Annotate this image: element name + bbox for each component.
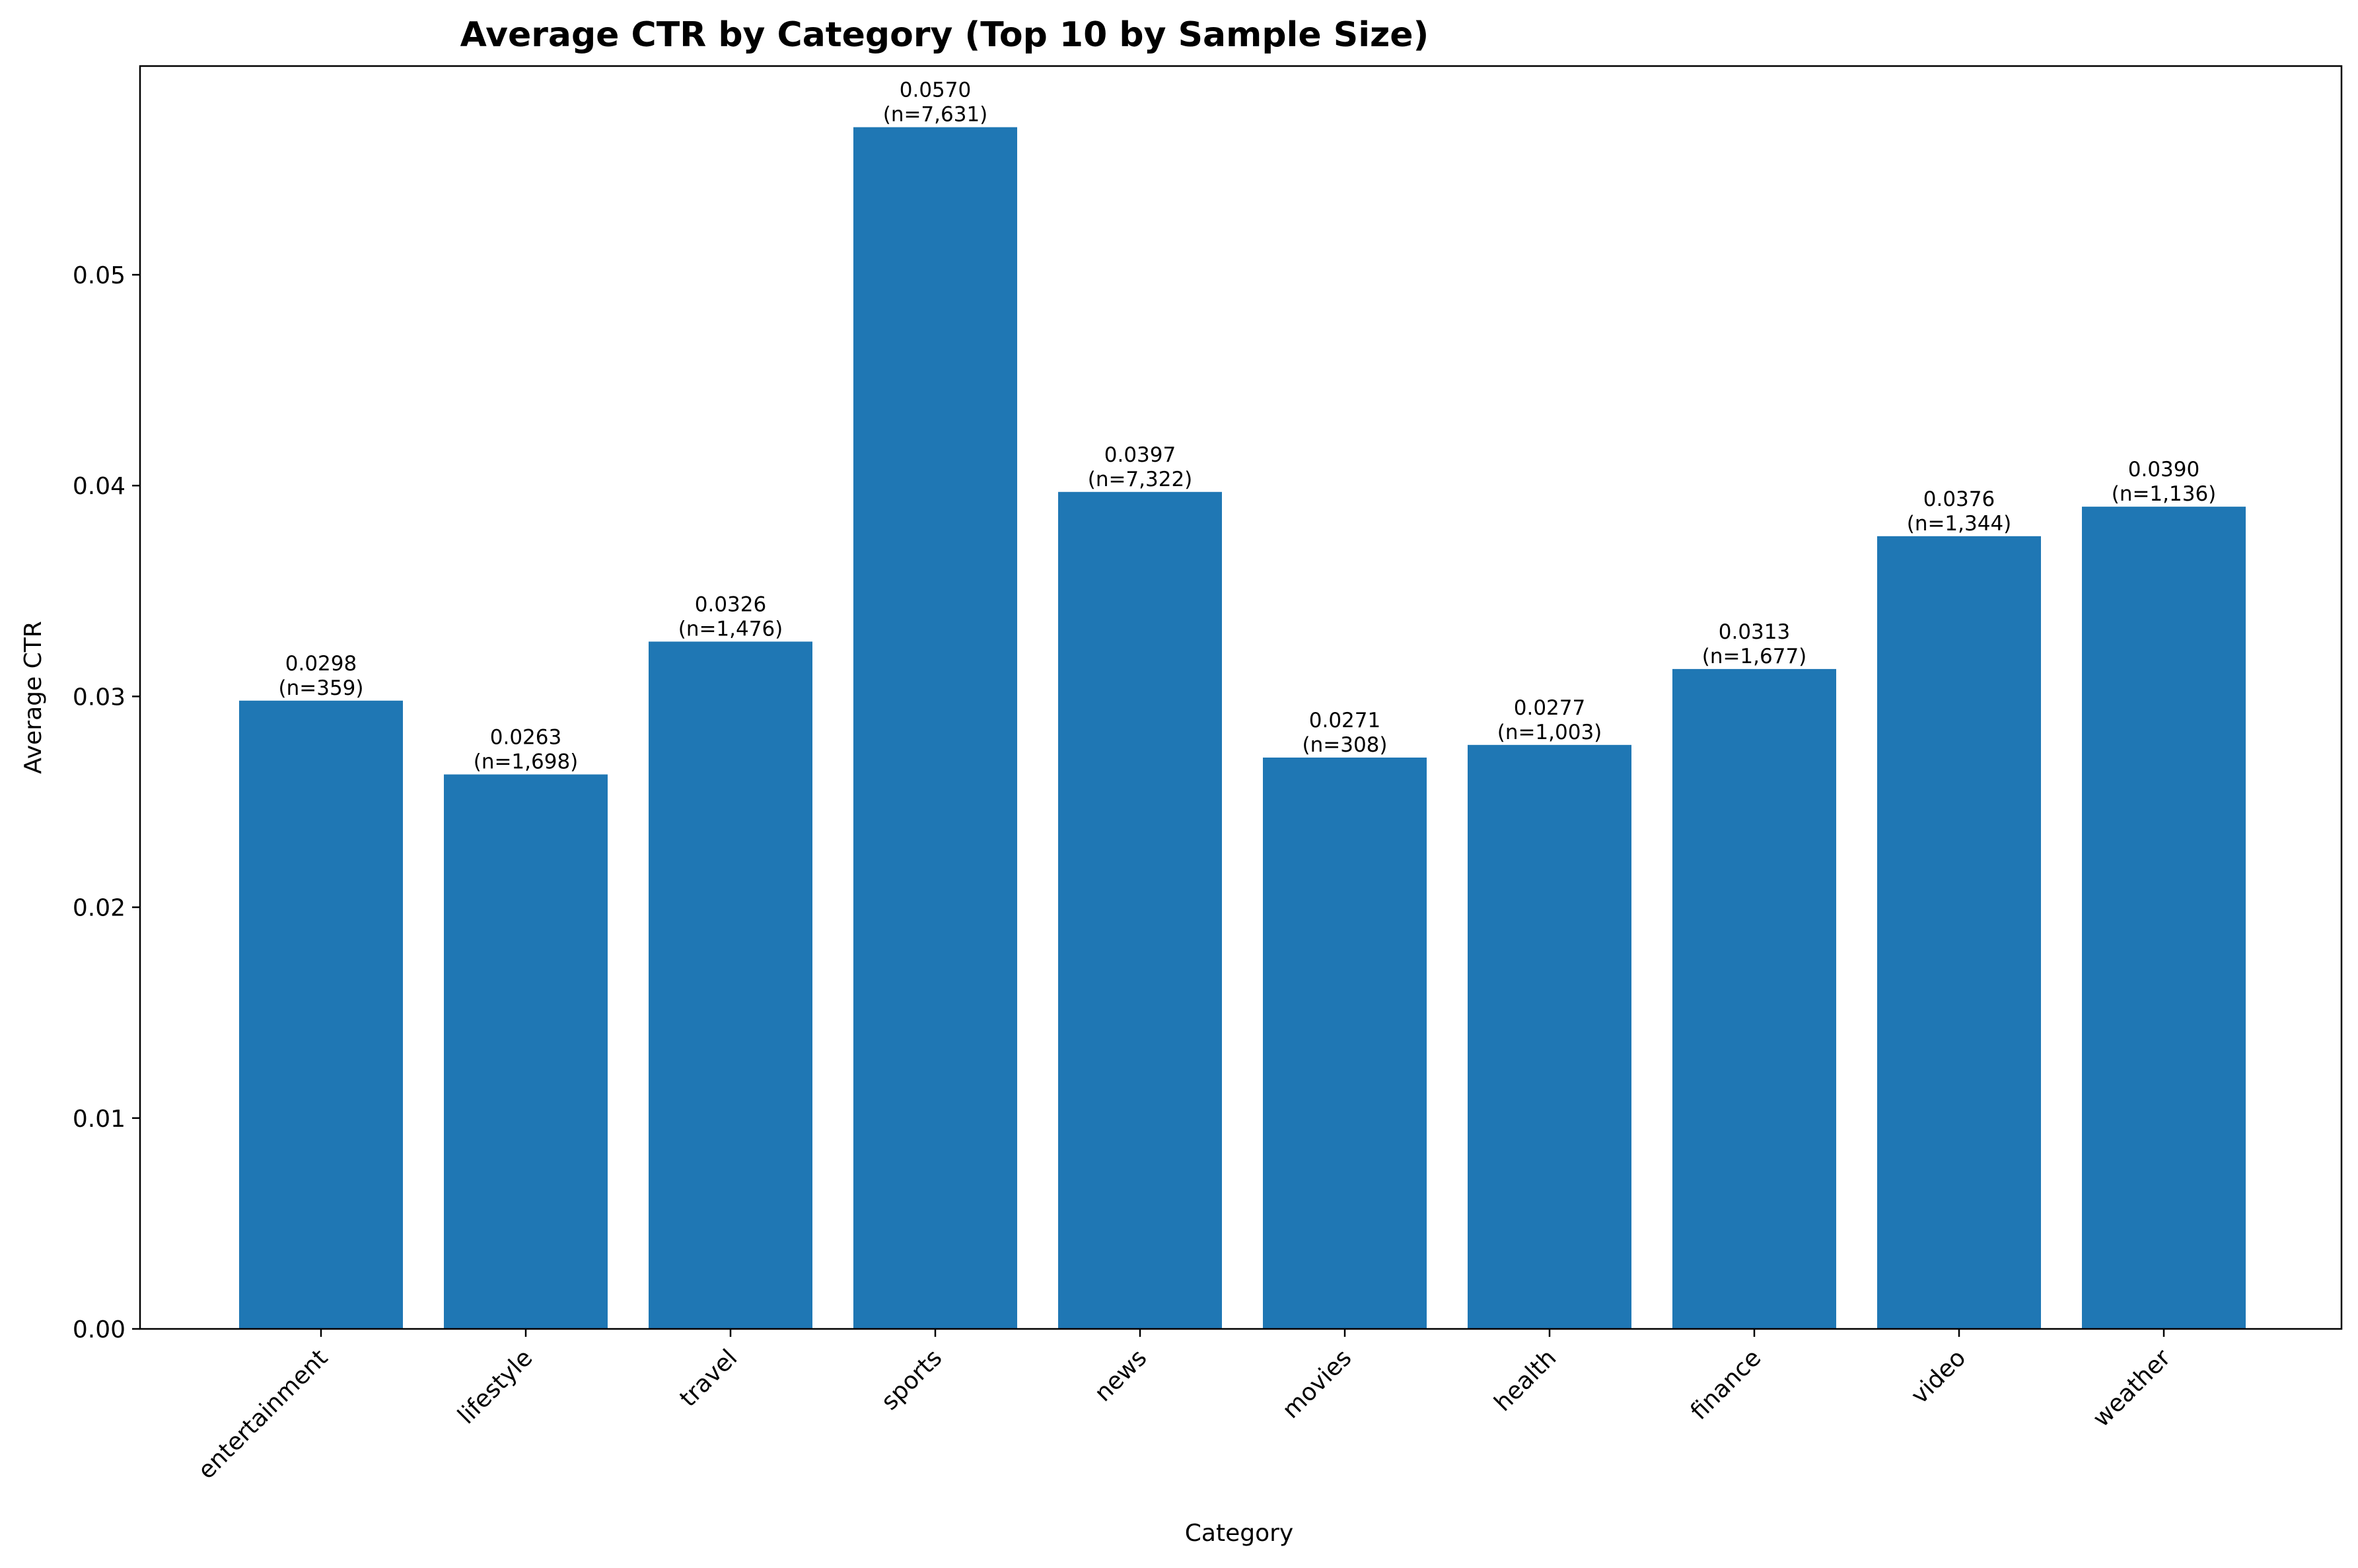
bar-value-label: 0.0313 [1719, 620, 1790, 644]
bar-entertainment [239, 700, 403, 1329]
y-tick-label: 0.00 [73, 1316, 125, 1343]
bar-news [1058, 491, 1222, 1330]
y-tick-label: 0.01 [73, 1106, 125, 1133]
bar-value-label: 0.0376 [1923, 487, 1995, 511]
bar-weather [2082, 507, 2246, 1329]
bar-sample-label: (n=308) [1303, 733, 1388, 757]
bar-value-label: 0.0271 [1309, 709, 1380, 732]
bar-value-label: 0.0390 [2128, 458, 2199, 481]
y-tick-label: 0.02 [73, 895, 125, 922]
x-axis-label: Category [1185, 1520, 1293, 1547]
bar-travel [649, 641, 812, 1329]
bar-sample-label: (n=359) [279, 676, 364, 700]
bar-lifestyle [444, 774, 608, 1329]
plot-area: 0.0298(n=359)entertainment0.0263(n=1,698… [73, 65, 2343, 1485]
y-axis-label: Average CTR [20, 621, 47, 773]
y-tick-label: 0.04 [73, 473, 125, 500]
bar-sports [853, 127, 1017, 1329]
bar-sample-label: (n=7,322) [1088, 468, 1193, 491]
bar-sample-label: (n=7,631) [883, 103, 988, 127]
plot-frame [139, 65, 2343, 1330]
y-tick-label: 0.05 [73, 262, 125, 289]
bar-video [1877, 536, 2041, 1330]
bar-health [1468, 744, 1631, 1329]
bar-value-label: 0.0277 [1514, 696, 1585, 720]
bar-value-label: 0.0397 [1104, 443, 1176, 467]
bar-sample-label: (n=1,476) [678, 617, 783, 641]
bar-value-label: 0.0263 [490, 726, 561, 750]
bar-finance [1672, 668, 1836, 1329]
bar-value-label: 0.0326 [695, 592, 766, 616]
bar-sample-label: (n=1,344) [1907, 512, 2012, 536]
bar-sample-label: (n=1,677) [1702, 645, 1807, 668]
y-tick-label: 0.03 [73, 684, 125, 711]
chart-title: Average CTR by Category (Top 10 by Sampl… [460, 15, 1429, 55]
bar-value-label: 0.0298 [285, 652, 357, 676]
bar-movies [1263, 757, 1427, 1329]
bar-sample-label: (n=1,003) [1497, 721, 1602, 744]
bar-value-label: 0.0570 [900, 79, 971, 102]
bar-sample-label: (n=1,698) [474, 750, 579, 774]
bar-sample-label: (n=1,136) [2112, 482, 2217, 506]
